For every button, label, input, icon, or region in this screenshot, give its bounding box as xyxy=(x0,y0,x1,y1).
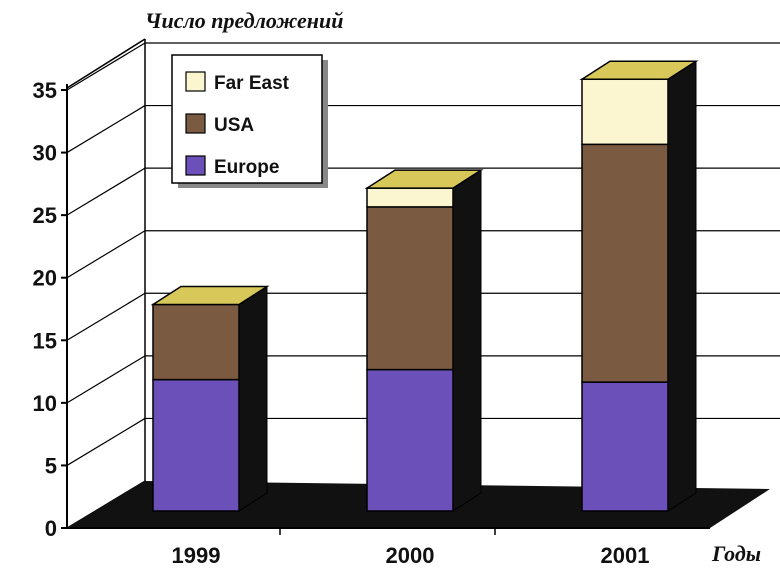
bar-segment-europe xyxy=(581,381,669,512)
bar-segment-usa xyxy=(152,303,240,381)
legend-swatch-europe xyxy=(185,155,206,176)
bar-group-2001 xyxy=(579,60,699,512)
y-tick-label: 15 xyxy=(33,328,57,353)
bar-side-face xyxy=(452,169,482,512)
y-tick-label: 25 xyxy=(33,203,57,228)
x-category-label: 1999 xyxy=(172,543,221,568)
axes xyxy=(61,84,710,535)
legend: Far East USA Europe xyxy=(171,54,328,188)
bars xyxy=(150,60,699,512)
gridline-diagonal xyxy=(66,105,146,154)
legend-label-europe: Europe xyxy=(214,157,279,178)
legend-swatch-usa xyxy=(185,113,206,134)
y-tick-label: 5 xyxy=(45,453,57,478)
x-category-label: 2000 xyxy=(386,543,435,568)
y-tick-label: 30 xyxy=(33,141,57,166)
bar-side-face xyxy=(667,60,697,512)
bar-segment-europe xyxy=(366,368,454,512)
bar-top-face xyxy=(364,169,484,189)
bar-top-face xyxy=(579,60,699,81)
x-category-labels: 1999 2000 2001 xyxy=(172,543,650,568)
x-category-label: 2001 xyxy=(601,543,650,568)
side-wall-top-edge xyxy=(66,38,146,89)
bar-group-1999 xyxy=(150,285,270,512)
y-tick-label: 20 xyxy=(33,266,57,291)
bar-top-face xyxy=(150,285,270,306)
y-tick-label: 35 xyxy=(33,78,57,103)
bar-segment-usa xyxy=(366,206,454,371)
gridline-diagonal xyxy=(66,230,146,279)
bar-side-face xyxy=(238,285,268,512)
y-tick-label: 10 xyxy=(33,391,57,416)
y-axis-title: Число предложений xyxy=(145,8,343,33)
bar-segment-usa xyxy=(581,143,669,383)
gridline-diagonal xyxy=(66,417,146,466)
gridline-diagonal xyxy=(66,292,146,341)
gridline-diagonal xyxy=(66,167,146,216)
legend-label-usa: USA xyxy=(214,115,254,136)
bar-segment-far-east xyxy=(366,187,454,208)
legend-swatch-far-east xyxy=(185,71,206,92)
bar-segment-far-east xyxy=(581,78,669,146)
gridline-diagonal xyxy=(66,42,146,91)
gridline-diagonal xyxy=(66,355,146,404)
bar-segment-europe xyxy=(152,378,240,512)
bar-group-2000 xyxy=(364,169,484,512)
legend-label-far-east: Far East xyxy=(214,73,290,94)
x-axis-title: Годы xyxy=(711,541,761,566)
y-tick-labels: 0 5 10 15 20 25 30 35 xyxy=(33,78,57,541)
y-tick-label: 0 xyxy=(45,516,57,541)
